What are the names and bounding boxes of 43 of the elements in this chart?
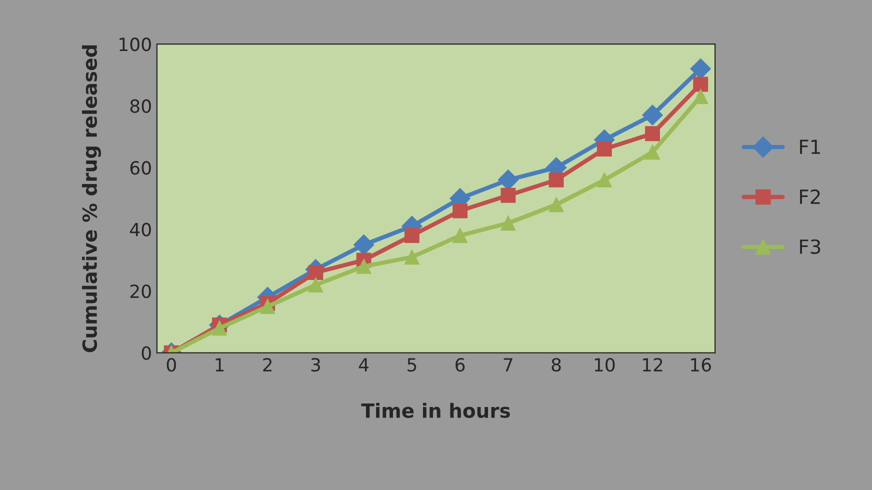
x-tick-label: 4 bbox=[358, 358, 369, 372]
y-tick-label: 0 bbox=[142, 346, 151, 360]
point bbox=[548, 197, 564, 212]
point bbox=[500, 188, 516, 203]
point bbox=[596, 172, 612, 188]
point bbox=[308, 277, 324, 292]
point bbox=[642, 104, 663, 126]
y-tick-label: 80 bbox=[130, 99, 151, 113]
y-tick-label: 20 bbox=[130, 284, 151, 298]
point bbox=[308, 265, 324, 280]
point bbox=[548, 172, 564, 188]
x-tick-label: 16 bbox=[691, 358, 711, 372]
x-tick-label: 6 bbox=[456, 358, 465, 372]
legend-label: F3 bbox=[800, 239, 820, 254]
legend-label: F2 bbox=[800, 189, 820, 204]
point bbox=[693, 76, 708, 92]
point bbox=[404, 250, 420, 265]
x-tick-label: 1 bbox=[216, 358, 224, 372]
point bbox=[452, 203, 468, 218]
x-tick-label: 8 bbox=[552, 358, 561, 372]
point bbox=[500, 216, 516, 231]
y-tick-label: 40 bbox=[130, 222, 151, 236]
x-tick-label: 0 bbox=[166, 358, 176, 372]
x-tick-label: 3 bbox=[311, 358, 320, 372]
x-tick-label: 10 bbox=[594, 358, 615, 372]
point bbox=[404, 228, 420, 243]
x-tick-label: 5 bbox=[408, 358, 416, 372]
x-axis-title: Time in hours bbox=[361, 402, 510, 418]
legend-label: F1 bbox=[800, 140, 820, 154]
point bbox=[645, 126, 660, 142]
point bbox=[693, 89, 708, 104]
y-axis-title: Cumulative % drug released bbox=[82, 45, 101, 352]
y-tick-label: 100 bbox=[120, 38, 151, 52]
point bbox=[596, 142, 612, 157]
x-tick-label: 7 bbox=[504, 358, 512, 372]
point bbox=[212, 320, 227, 336]
y-tick-label: 60 bbox=[130, 161, 151, 175]
x-tick-label: 12 bbox=[642, 358, 662, 372]
point bbox=[452, 228, 468, 243]
point bbox=[260, 299, 276, 314]
point bbox=[645, 144, 660, 160]
point bbox=[356, 258, 372, 274]
x-tick-label: 2 bbox=[263, 358, 272, 372]
